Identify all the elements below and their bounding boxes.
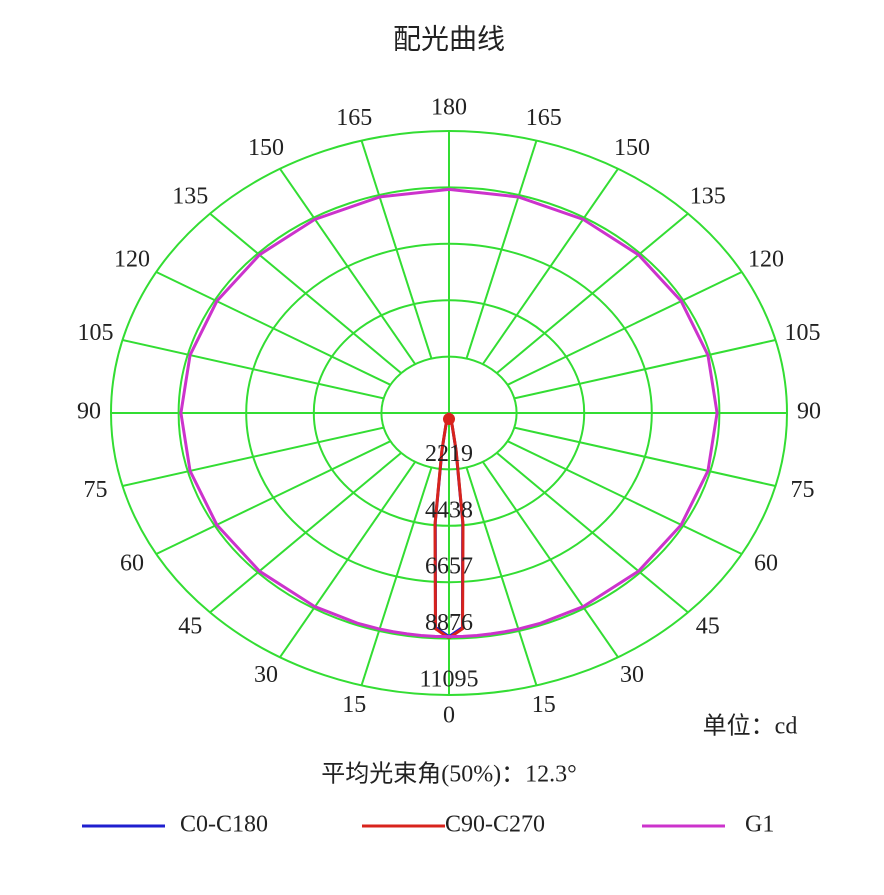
angle-label: 90 <box>77 399 101 425</box>
angle-label: 150 <box>248 135 284 161</box>
angle-label: 45 <box>178 613 202 639</box>
grid-spoke <box>507 440 743 555</box>
series-line <box>448 187 719 639</box>
angle-label: 105 <box>77 320 113 346</box>
center-dot <box>443 413 455 425</box>
chart-title: 配光曲线 <box>393 23 505 55</box>
grid-spoke <box>122 339 384 400</box>
beam-angle-note: 平均光束角(50%)：12.3° <box>321 761 577 788</box>
series-line <box>179 187 450 639</box>
radial-label: 8876 <box>425 610 473 636</box>
angle-label: 105 <box>785 320 821 346</box>
grid-spoke <box>209 452 402 614</box>
radial-label: 6657 <box>425 554 473 580</box>
radial-label: 11095 <box>419 667 478 693</box>
grid-spoke <box>465 467 538 686</box>
angle-label: 135 <box>690 184 726 210</box>
grid-spoke <box>279 168 417 365</box>
angle-label: 0 <box>443 703 455 729</box>
grid-spoke <box>481 461 619 658</box>
grid-spoke <box>481 168 619 365</box>
legend-label: C0-C180 <box>180 812 268 838</box>
angle-label: 135 <box>172 184 208 210</box>
angle-label: 75 <box>791 477 815 503</box>
grid-spoke <box>514 426 776 487</box>
angle-label: 30 <box>620 662 644 688</box>
legend-label: C90-C270 <box>445 812 545 838</box>
angle-label: 120 <box>114 247 150 273</box>
angle-label: 15 <box>532 692 556 718</box>
grid-spoke <box>496 212 689 374</box>
grid-spoke <box>360 140 433 359</box>
legend-label: G1 <box>745 812 774 838</box>
angle-label: 45 <box>696 613 720 639</box>
grid-spoke <box>507 271 743 386</box>
radial-label: 2219 <box>425 441 473 467</box>
angle-label: 165 <box>526 105 562 131</box>
grid-spoke <box>279 461 417 658</box>
unit-note: 单位：cd <box>703 713 798 740</box>
grid-spoke <box>209 212 402 374</box>
grid-spoke <box>465 140 538 359</box>
grid-spoke <box>514 339 776 400</box>
angle-label: 30 <box>254 662 278 688</box>
angle-label: 150 <box>614 135 650 161</box>
angle-label: 60 <box>120 551 144 577</box>
angle-label: 120 <box>748 247 784 273</box>
grid-spoke <box>155 271 391 386</box>
angle-label: 180 <box>431 95 467 121</box>
grid-spoke <box>155 440 391 555</box>
angle-label: 60 <box>754 551 778 577</box>
angle-label: 15 <box>342 692 366 718</box>
angle-label: 75 <box>83 477 107 503</box>
angle-label: 165 <box>336 105 372 131</box>
grid-spoke <box>360 467 433 686</box>
radial-label: 4438 <box>425 497 473 523</box>
grid-spoke <box>496 452 689 614</box>
grid-spoke <box>122 426 384 487</box>
angle-label: 90 <box>797 399 821 425</box>
